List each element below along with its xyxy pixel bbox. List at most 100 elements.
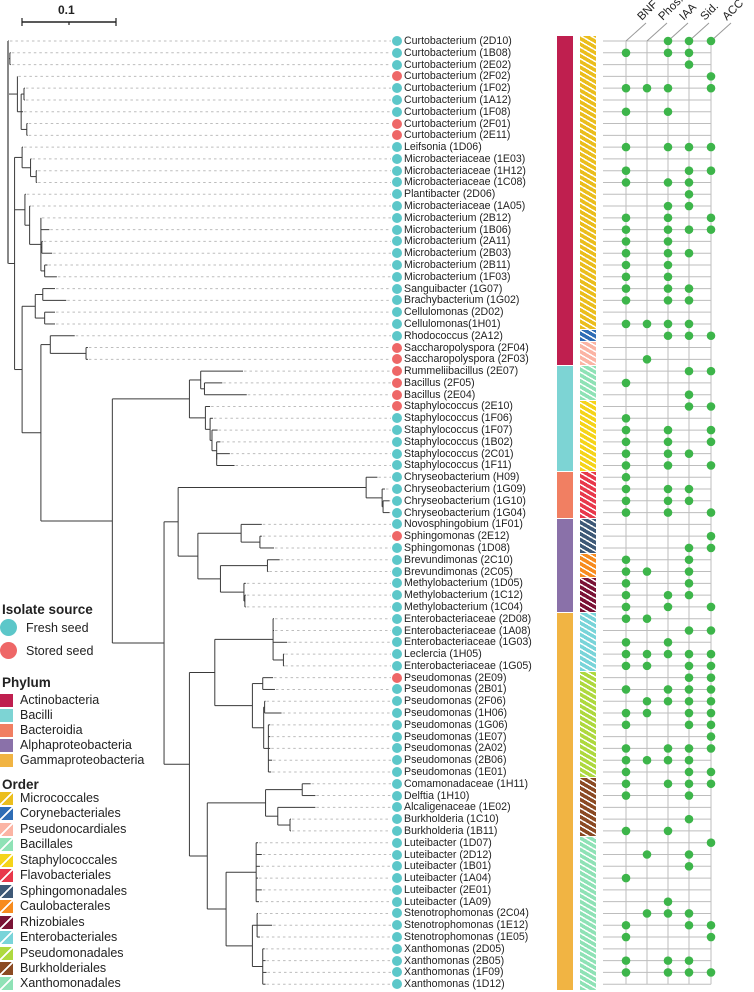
stored-seed-dot bbox=[392, 401, 402, 412]
trait-positive-dot bbox=[706, 744, 716, 753]
phylum-bar bbox=[557, 471, 573, 519]
trait-positive-dot bbox=[663, 319, 673, 329]
isolate-name: Staphylococcus (1F06) bbox=[404, 412, 513, 425]
legend-order-item-swatch bbox=[0, 838, 13, 852]
legend-order-item-swatch bbox=[0, 977, 13, 991]
isolate-name: Xanthomonas (2D05) bbox=[404, 942, 505, 955]
trait-positive-dot bbox=[706, 83, 716, 93]
trait-positive-dot bbox=[621, 708, 631, 718]
trait-positive-dot bbox=[706, 838, 716, 848]
trait-positive-dot bbox=[706, 673, 716, 682]
trait-positive-dot bbox=[684, 590, 694, 600]
isolate-name: Luteibacter (1A09) bbox=[404, 895, 492, 908]
trait-positive-dot bbox=[621, 213, 631, 223]
trait-positive-dot bbox=[621, 791, 631, 800]
trait-positive-dot bbox=[684, 178, 694, 187]
trait-positive-dot bbox=[663, 296, 673, 305]
stored-seed-dot bbox=[392, 389, 402, 400]
trait-positive-dot bbox=[684, 673, 694, 682]
trait-positive-dot bbox=[621, 579, 631, 588]
trait-positive-dot bbox=[621, 637, 631, 647]
trait-positive-dot bbox=[684, 319, 694, 329]
trait-positive-dot bbox=[642, 755, 652, 765]
trait-positive-dot bbox=[663, 178, 673, 187]
fresh-seed-dot bbox=[392, 979, 402, 990]
trait-positive-dot bbox=[706, 331, 716, 341]
trait-positive-dot bbox=[642, 696, 652, 706]
legend-phylum-item-label: Bacilli bbox=[20, 708, 53, 723]
trait-positive-dot bbox=[621, 555, 631, 565]
trait-positive-dot bbox=[621, 590, 631, 600]
trait-positive-dot bbox=[642, 649, 652, 659]
trait-positive-dot bbox=[663, 437, 673, 447]
fresh-seed-dot bbox=[392, 330, 402, 341]
trait-positive-dot bbox=[621, 260, 631, 270]
trait-positive-dot bbox=[621, 720, 631, 730]
isolate-name: Microbacterium (1B06) bbox=[404, 223, 512, 236]
trait-positive-dot bbox=[706, 720, 716, 730]
trait-positive-dot bbox=[706, 732, 716, 741]
isolate-name: Chryseobacterium (1G04) bbox=[404, 506, 526, 519]
trait-positive-dot bbox=[684, 791, 694, 800]
trait-positive-dot bbox=[684, 767, 694, 777]
trait-positive-dot bbox=[684, 909, 694, 918]
legend-source-fresh-label: Fresh seed bbox=[26, 621, 89, 635]
trait-positive-dot bbox=[621, 378, 631, 388]
fresh-seed-dot bbox=[392, 967, 402, 978]
trait-positive-dot bbox=[642, 708, 652, 718]
trait-positive-dot bbox=[621, 767, 631, 777]
trait-positive-dot bbox=[621, 567, 631, 576]
trait-positive-dot bbox=[642, 850, 652, 859]
order-bar bbox=[580, 577, 596, 613]
legend-order-item-label: Pseudonocardiales bbox=[20, 821, 127, 836]
trait-positive-dot bbox=[684, 850, 694, 859]
fresh-seed-dot bbox=[392, 932, 402, 943]
trait-positive-dot bbox=[684, 779, 694, 789]
fresh-seed-dot bbox=[392, 743, 402, 754]
trait-positive-dot bbox=[684, 708, 694, 718]
order-bar bbox=[580, 613, 596, 672]
isolate-name: Rummeliibacillus (2E07) bbox=[404, 365, 519, 378]
trait-positive-dot bbox=[684, 685, 694, 694]
isolate-name: Enterobacteriaceae (1G05) bbox=[404, 659, 532, 672]
trait-positive-dot bbox=[684, 755, 694, 765]
trait-positive-dot bbox=[621, 602, 631, 612]
phylum-bar bbox=[557, 35, 573, 365]
order-bar bbox=[580, 342, 596, 365]
trait-positive-dot bbox=[706, 932, 716, 942]
trait-positive-dot bbox=[706, 142, 716, 152]
isolate-name: Delftia (1H10) bbox=[404, 789, 470, 802]
isolate-name: Luteibacter (1A04) bbox=[404, 872, 492, 885]
fresh-seed-dot bbox=[392, 637, 402, 648]
legend-phylum-item-label: Bacteroidia bbox=[20, 723, 83, 738]
fresh-seed-dot bbox=[392, 484, 402, 495]
trait-positive-dot bbox=[663, 968, 673, 977]
fresh-seed-dot bbox=[392, 755, 402, 766]
isolate-name: Saccharopolyspora (2F04) bbox=[404, 341, 529, 354]
column-header-leader bbox=[688, 22, 710, 42]
trait-positive-dot bbox=[706, 779, 716, 789]
trait-positive-dot bbox=[684, 555, 694, 565]
trait-positive-dot bbox=[663, 331, 673, 341]
legend-phylum-item-swatch bbox=[0, 709, 13, 723]
trait-positive-dot bbox=[621, 461, 631, 470]
trait-positive-dot bbox=[621, 284, 631, 293]
trait-positive-dot bbox=[706, 508, 716, 517]
trait-positive-dot bbox=[621, 508, 631, 517]
trait-matrix bbox=[603, 22, 732, 985]
isolate-name: Burkholderia (1C10) bbox=[404, 813, 499, 826]
isolate-name: Sanguibacter (1G07) bbox=[404, 282, 503, 295]
column-header-leader bbox=[646, 22, 668, 42]
fresh-seed-dot bbox=[392, 896, 402, 907]
fresh-seed-dot bbox=[392, 613, 402, 624]
trait-positive-dot bbox=[663, 484, 673, 494]
fresh-seed-dot bbox=[392, 177, 402, 188]
trait-positive-dot bbox=[621, 142, 631, 152]
fresh-seed-dot bbox=[392, 271, 402, 282]
scale-bar bbox=[21, 18, 117, 26]
trait-positive-dot bbox=[663, 590, 673, 600]
trait-positive-dot bbox=[621, 48, 631, 58]
isolate-name: Chryseobacterium (1G09) bbox=[404, 483, 526, 496]
fresh-seed-dot bbox=[392, 660, 402, 671]
